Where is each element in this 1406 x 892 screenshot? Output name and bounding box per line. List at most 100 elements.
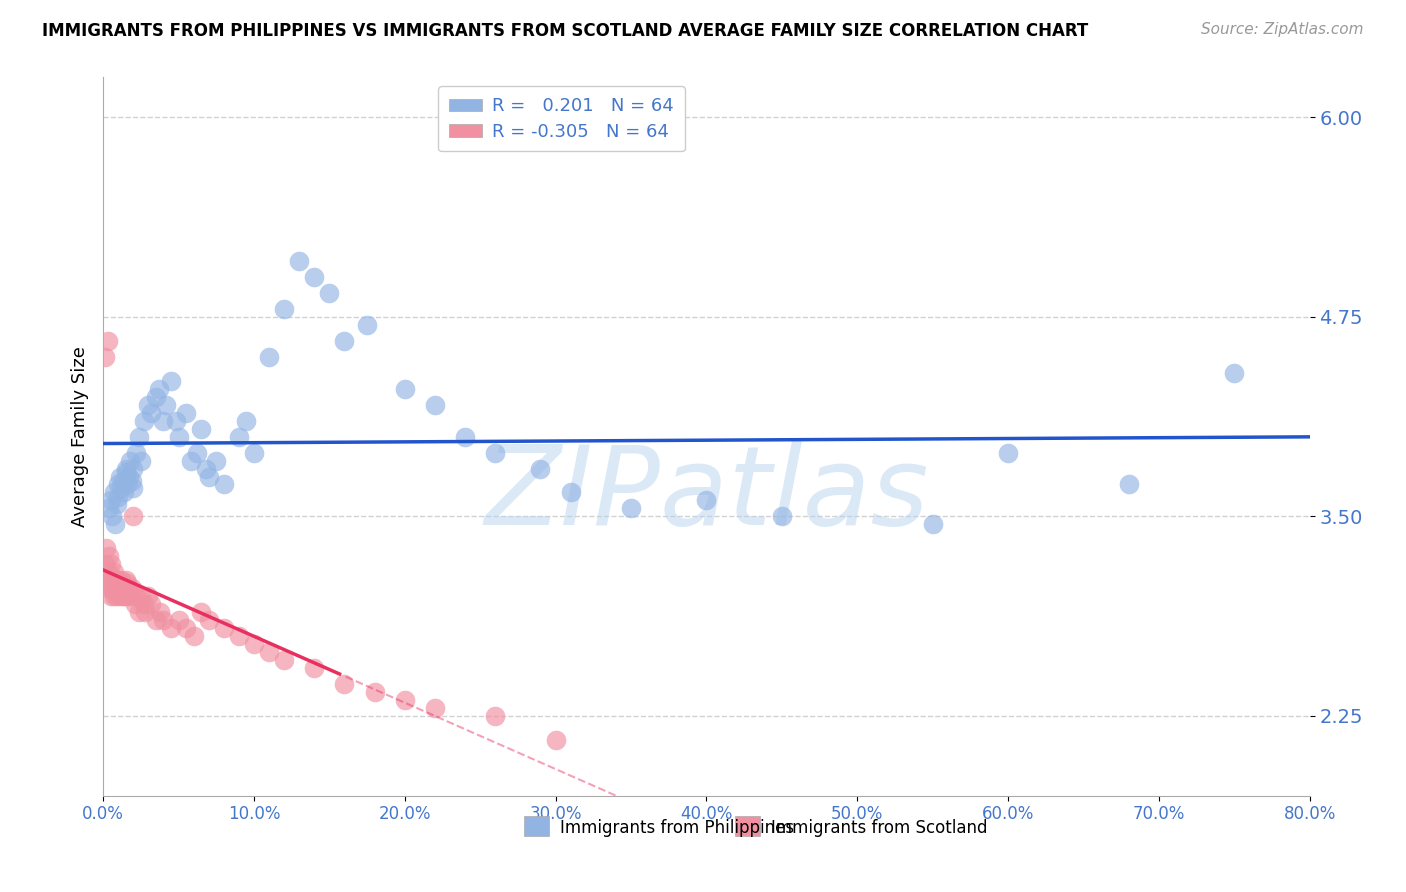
Point bbox=[128, 605, 150, 619]
Text: Immigrants from Scotland: Immigrants from Scotland bbox=[770, 819, 987, 837]
Point bbox=[212, 477, 235, 491]
Point bbox=[174, 406, 197, 420]
Point bbox=[120, 453, 142, 467]
Point bbox=[122, 481, 145, 495]
Point bbox=[165, 414, 187, 428]
Point bbox=[145, 613, 167, 627]
Y-axis label: Average Family Size: Average Family Size bbox=[72, 346, 89, 527]
Point bbox=[152, 613, 174, 627]
Point bbox=[110, 481, 132, 495]
Point bbox=[770, 509, 793, 524]
Legend: R =   0.201   N = 64, R = -0.305   N = 64: R = 0.201 N = 64, R = -0.305 N = 64 bbox=[439, 87, 685, 152]
Point bbox=[104, 574, 127, 588]
Point bbox=[105, 589, 128, 603]
Point bbox=[160, 621, 183, 635]
Point bbox=[235, 414, 257, 428]
Point bbox=[333, 677, 356, 691]
Point bbox=[100, 589, 122, 603]
Point bbox=[132, 414, 155, 428]
Point bbox=[128, 429, 150, 443]
Point bbox=[107, 490, 129, 504]
Point bbox=[100, 558, 122, 572]
Point bbox=[228, 629, 250, 643]
Point bbox=[112, 485, 135, 500]
Point bbox=[273, 301, 295, 316]
Point bbox=[454, 429, 477, 443]
Point bbox=[105, 497, 128, 511]
Point bbox=[194, 461, 217, 475]
Point bbox=[197, 469, 219, 483]
Point bbox=[160, 374, 183, 388]
Text: Immigrants from Philippines: Immigrants from Philippines bbox=[560, 819, 794, 837]
Point bbox=[273, 653, 295, 667]
Point bbox=[333, 334, 356, 348]
Point bbox=[356, 318, 378, 332]
Point bbox=[103, 589, 125, 603]
Point bbox=[1118, 477, 1140, 491]
Point bbox=[304, 661, 326, 675]
Point bbox=[108, 589, 131, 603]
Point bbox=[112, 589, 135, 603]
Point bbox=[363, 685, 385, 699]
Point bbox=[190, 422, 212, 436]
Point bbox=[118, 469, 141, 483]
Point bbox=[110, 581, 132, 595]
Point bbox=[205, 453, 228, 467]
Point bbox=[117, 576, 139, 591]
Point bbox=[101, 509, 124, 524]
Point bbox=[108, 469, 131, 483]
Point bbox=[97, 566, 120, 580]
Point bbox=[186, 445, 208, 459]
Point bbox=[125, 445, 148, 459]
Point bbox=[98, 549, 121, 564]
Point bbox=[149, 605, 172, 619]
Point bbox=[394, 693, 416, 707]
Point bbox=[121, 581, 143, 595]
Point bbox=[122, 461, 145, 475]
Point bbox=[108, 576, 131, 591]
Point bbox=[318, 285, 340, 300]
Point bbox=[997, 445, 1019, 459]
Point bbox=[107, 574, 129, 588]
Point bbox=[103, 566, 125, 580]
Point bbox=[94, 574, 117, 588]
Point bbox=[183, 629, 205, 643]
Point bbox=[93, 350, 115, 364]
Point bbox=[394, 382, 416, 396]
Point bbox=[174, 621, 197, 635]
Point bbox=[117, 589, 139, 603]
Point bbox=[129, 453, 152, 467]
Point bbox=[304, 270, 326, 285]
Point bbox=[484, 709, 506, 723]
Point bbox=[111, 475, 134, 489]
Point bbox=[110, 574, 132, 588]
Point bbox=[620, 501, 643, 516]
Point bbox=[228, 429, 250, 443]
Point bbox=[114, 574, 136, 588]
Point bbox=[105, 576, 128, 591]
Point bbox=[560, 485, 582, 500]
Point bbox=[148, 382, 170, 396]
Point bbox=[529, 461, 551, 475]
Point bbox=[212, 621, 235, 635]
Point bbox=[138, 398, 160, 412]
Point bbox=[121, 475, 143, 489]
Point bbox=[101, 574, 124, 588]
Point bbox=[124, 597, 146, 611]
Point bbox=[111, 589, 134, 603]
Point bbox=[167, 613, 190, 627]
Point bbox=[104, 581, 127, 595]
Point bbox=[484, 445, 506, 459]
Point bbox=[921, 517, 943, 532]
Point bbox=[129, 589, 152, 603]
Point bbox=[117, 477, 139, 491]
Point bbox=[101, 581, 124, 595]
Point bbox=[104, 517, 127, 532]
Point bbox=[120, 589, 142, 603]
Point bbox=[111, 581, 134, 595]
Point bbox=[125, 589, 148, 603]
Point bbox=[145, 390, 167, 404]
Point bbox=[122, 509, 145, 524]
Point bbox=[167, 429, 190, 443]
Point bbox=[243, 445, 266, 459]
